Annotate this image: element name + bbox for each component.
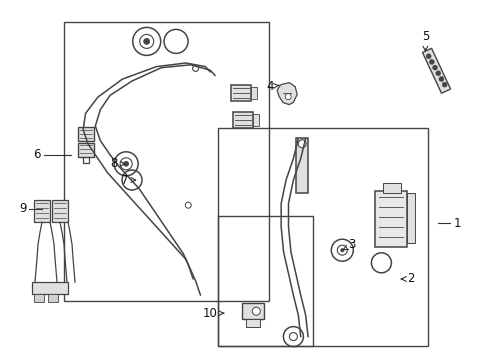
- Circle shape: [123, 161, 128, 166]
- Bar: [246, 319, 260, 327]
- Text: 8: 8: [110, 157, 124, 170]
- Bar: [296, 138, 307, 193]
- Bar: [217, 128, 427, 346]
- Bar: [63, 22, 268, 301]
- Text: 9: 9: [19, 202, 26, 215]
- Bar: [34, 200, 50, 222]
- Bar: [250, 87, 256, 99]
- Circle shape: [432, 65, 437, 70]
- Bar: [34, 294, 44, 302]
- Circle shape: [298, 140, 305, 148]
- Bar: [252, 114, 259, 126]
- Circle shape: [252, 307, 260, 315]
- Bar: [422, 48, 449, 93]
- Text: 7: 7: [121, 174, 135, 186]
- Polygon shape: [277, 82, 297, 105]
- Circle shape: [428, 59, 433, 64]
- Text: 5: 5: [421, 30, 428, 51]
- Circle shape: [438, 76, 443, 81]
- Bar: [242, 303, 264, 319]
- Circle shape: [425, 54, 430, 59]
- Bar: [78, 127, 93, 141]
- Bar: [230, 85, 250, 102]
- Text: 4: 4: [266, 80, 279, 93]
- Circle shape: [340, 248, 344, 252]
- Bar: [48, 294, 58, 302]
- Bar: [383, 183, 400, 193]
- Text: 2: 2: [400, 273, 414, 285]
- Bar: [52, 200, 68, 222]
- Text: 1: 1: [453, 217, 461, 230]
- Text: 3: 3: [342, 238, 355, 251]
- Bar: [232, 112, 252, 129]
- Text: 6: 6: [34, 148, 41, 161]
- Circle shape: [143, 39, 149, 44]
- Bar: [407, 193, 414, 243]
- Circle shape: [441, 82, 446, 87]
- Bar: [217, 216, 312, 346]
- Bar: [32, 282, 68, 294]
- Bar: [374, 191, 407, 247]
- Circle shape: [285, 94, 290, 100]
- Text: 10: 10: [203, 307, 223, 320]
- Circle shape: [435, 71, 440, 76]
- Bar: [78, 143, 93, 157]
